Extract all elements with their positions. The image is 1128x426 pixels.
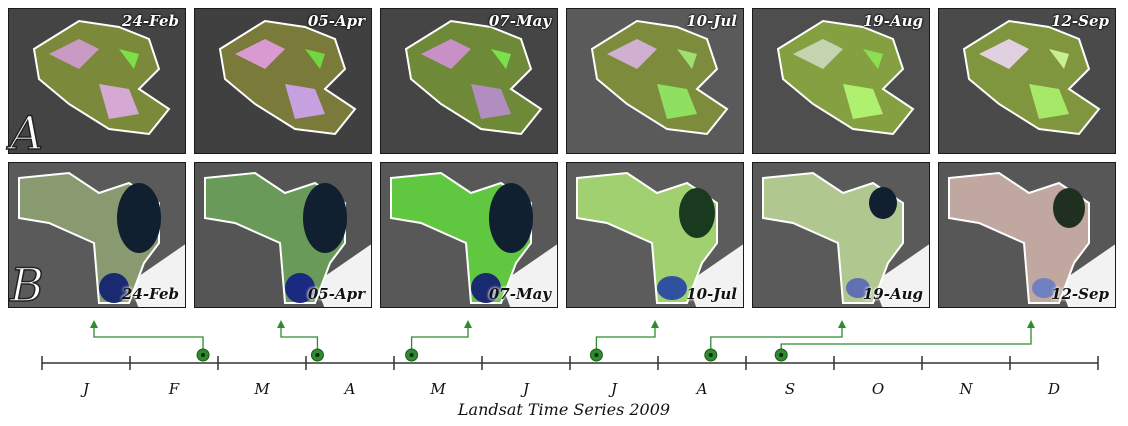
month-label: J (522, 380, 529, 398)
timeline-title: Landsat Time Series 2009 (457, 400, 671, 419)
date-label: 10-Jul (686, 285, 737, 303)
date-label: 05-Apr (307, 12, 365, 30)
arrow-head (651, 320, 659, 328)
date-label: 07-May (488, 285, 551, 303)
arrow-head (1027, 320, 1035, 328)
date-label: 24-Feb (122, 285, 179, 303)
panel-letter-a: A (9, 106, 44, 160)
acquisition-marker-center (201, 353, 206, 357)
acquisition-marker-center (708, 353, 713, 357)
tile-b-1: 24-Feb (8, 162, 186, 308)
month-label: J (82, 380, 89, 398)
month-label: A (344, 380, 356, 398)
date-label: 19-Aug (862, 285, 923, 303)
satellite-image-a (567, 9, 743, 153)
tile-a-4: 10-Jul (566, 8, 744, 154)
date-label: 12-Sep (1051, 285, 1109, 303)
timeline-axis (41, 320, 1099, 370)
acquisition-marker-center (779, 353, 784, 357)
month-label: J (610, 380, 617, 398)
tile-a-1: 24-Feb (8, 8, 186, 154)
month-label: A (696, 380, 708, 398)
acquisition-marker-center (409, 353, 414, 357)
month-label: F (168, 380, 180, 398)
date-label: 07-May (488, 12, 551, 30)
satellite-image-b (381, 163, 557, 307)
panel-letter-b: B (9, 258, 44, 312)
acquisition-connector (780, 326, 1032, 357)
satellite-image-a (195, 9, 371, 153)
acquisition-connector (595, 326, 656, 357)
tile-b-2: 05-Apr (194, 162, 372, 308)
tile-b-5: 19-Aug (752, 162, 930, 308)
satellite-image-a (939, 9, 1115, 153)
acquisition-marker-center (594, 353, 599, 357)
acquisition-connector (93, 326, 204, 357)
satellite-image-b (9, 163, 185, 307)
tile-a-6: 12-Sep (938, 8, 1116, 154)
month-label: M (430, 380, 446, 398)
tile-b-6: 12-Sep (938, 162, 1116, 308)
date-label: 12-Sep (1051, 12, 1109, 30)
satellite-image-a (9, 9, 185, 153)
tile-b-3: 07-May (380, 162, 558, 308)
tile-a-5: 19-Aug (752, 8, 930, 154)
arrow-head (838, 320, 846, 328)
satellite-image-a (381, 9, 557, 153)
satellite-image-b (567, 163, 743, 307)
month-label: N (959, 380, 973, 398)
arrow-head (277, 320, 285, 328)
month-label: D (1047, 380, 1061, 398)
date-label: 19-Aug (862, 12, 923, 30)
satellite-image-b (753, 163, 929, 307)
date-label: 10-Jul (686, 12, 737, 30)
arrow-head (90, 320, 98, 328)
tile-a-3: 07-May (380, 8, 558, 154)
acquisition-connector (710, 326, 843, 357)
date-label: 24-Feb (122, 12, 179, 30)
tile-a-2: 05-Apr (194, 8, 372, 154)
satellite-image-a (753, 9, 929, 153)
arrow-head (464, 320, 472, 328)
tile-b-4: 10-Jul (566, 162, 744, 308)
month-label: S (784, 380, 796, 398)
date-label: 05-Apr (307, 285, 365, 303)
satellite-image-b (195, 163, 371, 307)
month-label: M (254, 380, 270, 398)
acquisition-connector (410, 326, 469, 357)
acquisition-connector (280, 326, 319, 357)
satellite-image-b (939, 163, 1115, 307)
month-label: O (871, 380, 885, 398)
acquisition-marker-center (315, 353, 320, 357)
